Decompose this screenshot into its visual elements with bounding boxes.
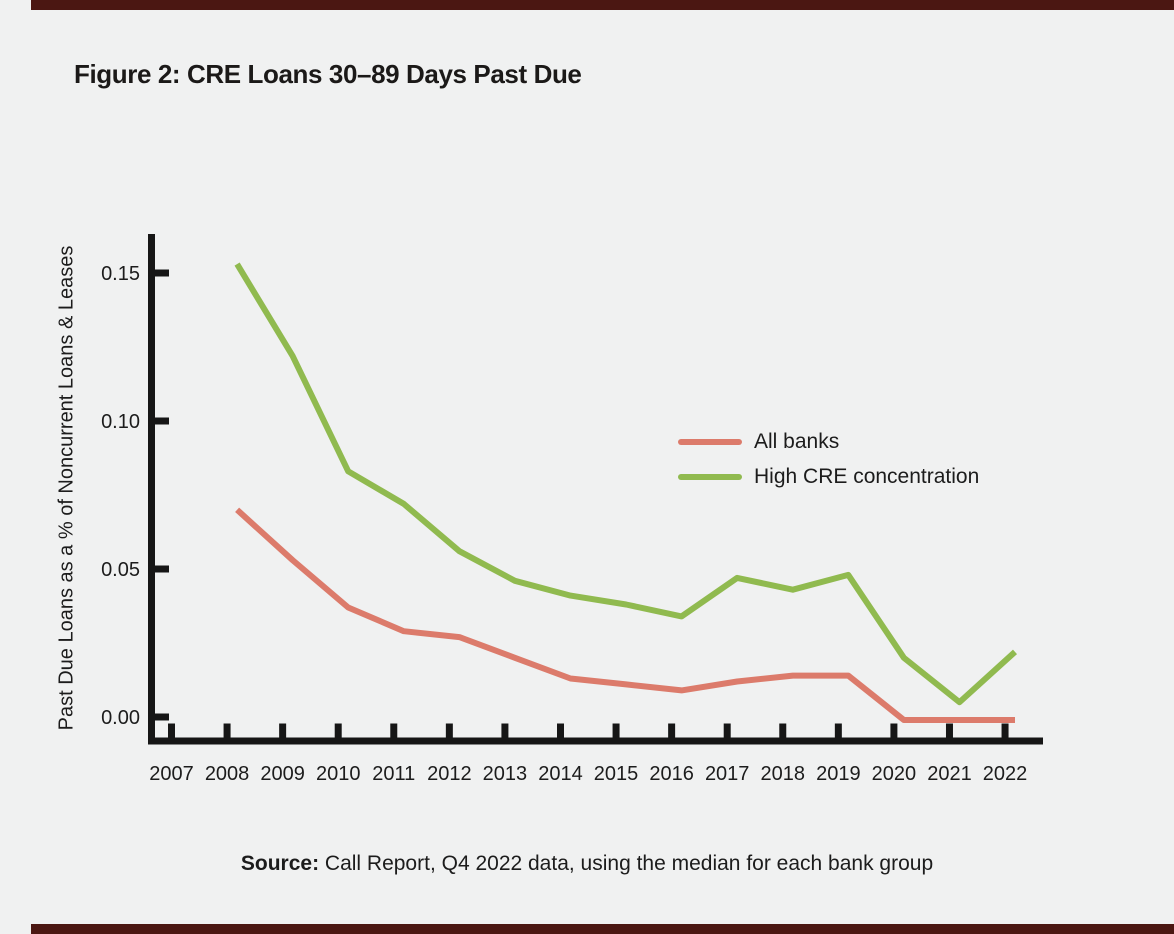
y-tick-label: 0.15 bbox=[101, 263, 140, 285]
legend-item-all-banks: All banks bbox=[678, 424, 979, 459]
legend-label-all-banks: All banks bbox=[754, 429, 840, 453]
source-text: Call Report, Q4 2022 data, using the med… bbox=[319, 852, 934, 875]
x-tick-label: 2020 bbox=[872, 763, 917, 785]
x-tick-label: 2021 bbox=[927, 763, 972, 785]
figure-title: Figure 2: CRE Loans 30–89 Days Past Due bbox=[74, 59, 582, 89]
y-tick-label: 0.05 bbox=[101, 559, 140, 581]
x-tick-label: 2017 bbox=[705, 763, 750, 785]
x-tick-label: 2014 bbox=[538, 763, 583, 785]
x-tick-label: 2011 bbox=[372, 763, 415, 785]
page-edge-top-bar bbox=[31, 0, 1174, 10]
source-note: Source: Call Report, Q4 2022 data, using… bbox=[0, 852, 1174, 876]
x-tick-label: 2019 bbox=[816, 763, 861, 785]
legend-label-high-cre: High CRE concentration bbox=[754, 464, 980, 488]
x-tick-label: 2016 bbox=[649, 763, 694, 785]
high-cre-line-swatch bbox=[678, 473, 742, 480]
x-tick-label: 2008 bbox=[205, 763, 250, 785]
all-banks-line bbox=[235, 507, 1015, 723]
x-tick-label: 2018 bbox=[761, 763, 806, 785]
high-cre-line bbox=[234, 262, 1018, 706]
chart-legend: All banks High CRE concentration bbox=[678, 424, 979, 494]
x-tick-label: 2022 bbox=[983, 763, 1028, 785]
y-tick-label: 0.00 bbox=[101, 707, 140, 729]
x-tick-label: 2009 bbox=[260, 763, 305, 785]
legend-item-high-cre: High CRE concentration bbox=[678, 459, 979, 494]
x-tick-label: 2015 bbox=[594, 763, 639, 785]
x-tick-label: 2012 bbox=[427, 763, 472, 785]
x-tick-label: 2007 bbox=[149, 763, 194, 785]
page-edge-bottom-bar bbox=[31, 924, 1174, 934]
y-tick-label: 0.10 bbox=[101, 411, 140, 433]
all-banks-line-swatch bbox=[678, 438, 742, 445]
x-tick-label: 2010 bbox=[316, 763, 361, 785]
source-label: Source: bbox=[240, 852, 320, 875]
x-tick-label: 2013 bbox=[483, 763, 528, 785]
